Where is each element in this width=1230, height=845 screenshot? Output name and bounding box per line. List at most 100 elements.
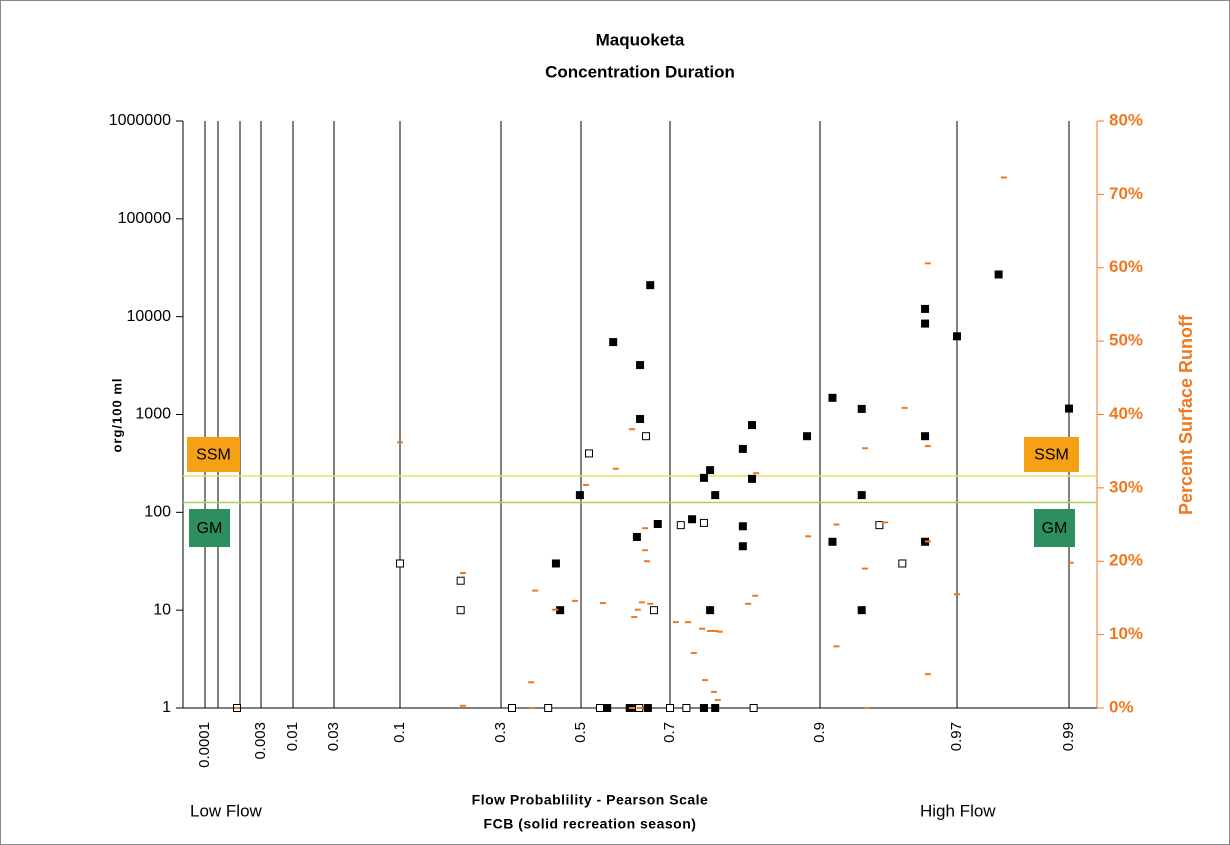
point [603,704,612,712]
point [924,540,931,543]
point [682,704,691,712]
point [1067,561,1074,564]
point [688,515,697,524]
point [738,542,747,551]
point [551,559,560,568]
point [953,332,961,341]
point [924,445,931,448]
y-axis-label: org/100 ml [109,377,124,452]
point [609,338,618,347]
point [924,673,931,676]
point [699,473,708,482]
point [862,447,869,450]
point [882,521,889,524]
point [628,428,635,431]
point [803,432,812,441]
y2-tick-label: 10% [1109,624,1143,643]
y2-tick-label: 40% [1109,404,1143,423]
point [833,523,840,526]
y-tick-label: 100 [144,504,171,521]
x-tick-label: 0.0001 [196,722,213,768]
x-tick-label: 0.99 [1060,722,1077,751]
y2-tick-label: 60% [1109,257,1143,276]
point [1065,404,1073,413]
point [672,621,679,624]
point [857,491,866,500]
x-tick-label: 0.7 [661,722,678,743]
point [745,602,752,605]
annotation: High Flow [920,801,996,820]
point [528,681,535,684]
point [748,421,757,430]
point [833,645,840,648]
point [575,491,584,500]
point [749,704,758,712]
y-tick-label: 10 [153,601,171,618]
reference-label: SSM [1034,447,1069,464]
point [397,441,403,444]
point [752,594,759,597]
x-tick-label: 0.01 [284,722,301,751]
point [456,576,465,585]
y-tick-label: 100000 [118,210,171,227]
point [234,707,241,709]
point [921,319,930,328]
point [828,537,837,546]
point [612,467,619,470]
point [599,602,606,605]
x-axis-label-2: FCB (solid recreation season) [484,816,697,832]
point [738,522,747,531]
y-tick-label: 10000 [127,308,172,325]
x-tick-label: 0.3 [492,722,509,743]
point [528,707,535,709]
point [690,651,697,654]
chart-title: Maquoketa [596,30,685,49]
reference-label-box [187,437,240,472]
point [643,704,652,712]
point [636,414,645,423]
annotation: Low Flow [190,801,263,820]
point [711,491,720,500]
reference-label-box [1024,437,1079,472]
x-axis-label: Flow Probablility - Pearson Scale [472,792,709,808]
y2-tick-label: 20% [1109,551,1143,570]
point [638,601,645,604]
point [712,629,719,632]
point [552,608,559,611]
point [647,602,654,605]
point [706,466,715,475]
reference-label-box [1034,509,1075,547]
x-tick-label: 0.97 [948,722,965,751]
point [699,704,708,712]
point [666,704,674,712]
point [583,483,590,486]
y2-tick-label: 50% [1109,331,1143,350]
reference-label: SSM [196,447,231,464]
y2-tick-label: 80% [1109,110,1143,129]
x-tick-label: 0.003 [252,722,269,760]
point [643,560,650,563]
point [706,606,715,615]
point [898,559,907,568]
y2-tick-label: 0% [1109,697,1134,716]
point [631,616,638,619]
point [901,406,908,409]
point [584,449,593,458]
point [863,707,870,709]
point [642,549,649,552]
point [507,704,516,712]
y-tick-label: 1000 [135,406,171,423]
x-tick-label: 0.1 [391,722,408,743]
point [459,571,466,574]
point [738,444,747,453]
point [699,518,708,527]
point [1000,176,1007,179]
point [459,704,466,707]
reference-label: GM [197,520,223,537]
y-tick-label: 1 [162,699,171,716]
x-tick-label: 0.03 [325,722,342,751]
point [710,690,717,693]
reference-label-box [189,509,230,547]
point [532,589,539,592]
point [711,704,720,712]
